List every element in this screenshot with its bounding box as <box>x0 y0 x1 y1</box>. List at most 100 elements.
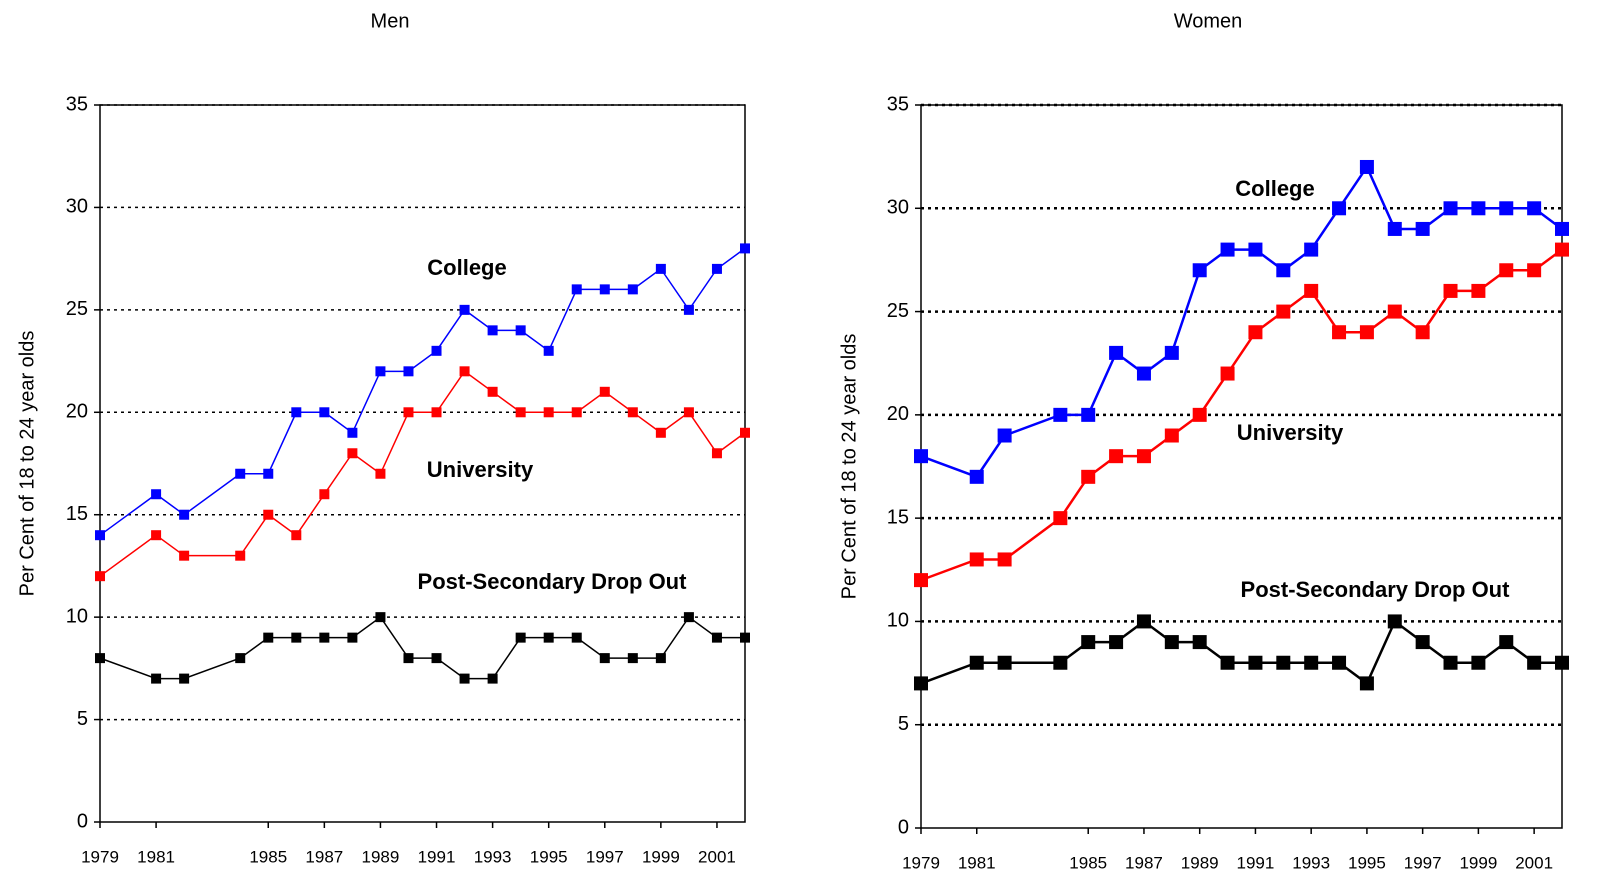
marker <box>1109 449 1124 464</box>
marker <box>571 407 582 418</box>
marker <box>1081 469 1096 484</box>
chart-title: Women <box>1174 10 1243 32</box>
series-label: College <box>1235 176 1314 201</box>
y-tick-label: 25 <box>887 300 909 322</box>
marker <box>347 427 358 438</box>
marker <box>571 284 582 295</box>
marker <box>655 427 666 438</box>
marker <box>1443 201 1458 216</box>
marker <box>1304 283 1319 298</box>
marker <box>1164 345 1179 360</box>
marker <box>1248 325 1263 340</box>
x-tick-label: 1987 <box>305 847 343 866</box>
marker <box>431 653 442 664</box>
marker <box>459 366 470 377</box>
y-tick-label: 10 <box>66 605 88 627</box>
marker <box>263 509 274 520</box>
marker <box>95 571 105 582</box>
marker <box>1276 304 1291 319</box>
series-line <box>920 164 1563 479</box>
marker <box>599 386 610 397</box>
marker <box>459 673 470 684</box>
marker <box>627 653 638 664</box>
marker <box>740 427 750 438</box>
marker <box>291 407 302 418</box>
marker <box>487 325 498 336</box>
marker <box>1443 283 1458 298</box>
series-label: University <box>1237 420 1344 445</box>
marker <box>1220 366 1235 381</box>
series-line <box>920 619 1562 686</box>
marker <box>179 550 190 561</box>
marker <box>1053 407 1068 422</box>
marker <box>1359 325 1374 340</box>
marker <box>543 345 554 356</box>
marker <box>1053 655 1068 670</box>
marker <box>1332 655 1347 670</box>
marker <box>655 263 666 274</box>
marker <box>1081 635 1096 650</box>
x-tick-label: 2001 <box>1515 853 1553 872</box>
marker <box>1387 221 1402 236</box>
x-tick-label: 1997 <box>586 847 624 866</box>
x-tick-label: 1991 <box>1237 853 1275 872</box>
y-tick-label: 15 <box>887 506 909 528</box>
marker <box>599 653 610 664</box>
marker <box>95 653 105 664</box>
y-tick-label: 20 <box>66 401 88 423</box>
marker <box>459 304 470 315</box>
y-tick-label: 30 <box>887 197 909 219</box>
marker <box>235 653 246 664</box>
marker <box>263 632 274 643</box>
marker <box>1248 655 1263 670</box>
marker <box>291 632 302 643</box>
marker <box>914 573 928 588</box>
marker <box>1332 201 1347 216</box>
marker <box>1415 635 1430 650</box>
marker <box>151 673 162 684</box>
y-tick-label: 15 <box>66 503 88 525</box>
y-tick-label: 30 <box>66 196 88 218</box>
marker <box>1555 242 1569 257</box>
y-tick-label: 25 <box>66 298 88 320</box>
y-tick-label: 0 <box>898 816 909 838</box>
marker <box>403 407 414 418</box>
marker <box>515 407 526 418</box>
marker <box>627 284 638 295</box>
marker <box>375 468 386 479</box>
y-tick-label: 35 <box>66 93 88 115</box>
marker <box>347 448 358 459</box>
marker <box>543 407 554 418</box>
marker <box>375 366 386 377</box>
marker <box>431 345 442 356</box>
marker <box>431 407 442 418</box>
series-label: Post-Secondary Drop Out <box>418 569 688 594</box>
marker <box>627 407 638 418</box>
y-tick-label: 10 <box>887 610 909 632</box>
x-tick-label: 1993 <box>474 847 512 866</box>
marker <box>263 468 274 479</box>
marker <box>1359 676 1374 691</box>
x-tick-label: 1999 <box>642 847 680 866</box>
marker <box>711 632 722 643</box>
marker <box>711 448 722 459</box>
marker <box>179 673 190 684</box>
marker <box>571 632 582 643</box>
marker <box>1136 614 1151 629</box>
marker <box>1415 221 1430 236</box>
marker <box>1192 635 1207 650</box>
marker <box>151 530 162 541</box>
marker <box>1081 407 1096 422</box>
marker <box>740 243 750 254</box>
marker <box>914 676 928 691</box>
marker <box>1527 201 1542 216</box>
marker <box>1499 635 1514 650</box>
x-tick-label: 1999 <box>1459 853 1497 872</box>
y-axis-label: Per Cent of 18 to 24 year olds <box>838 334 860 600</box>
marker <box>487 673 498 684</box>
x-tick-label: 1997 <box>1404 853 1442 872</box>
y-axis-label: Per Cent of 18 to 24 year olds <box>16 331 38 597</box>
marker <box>179 509 190 520</box>
marker <box>1220 242 1235 257</box>
